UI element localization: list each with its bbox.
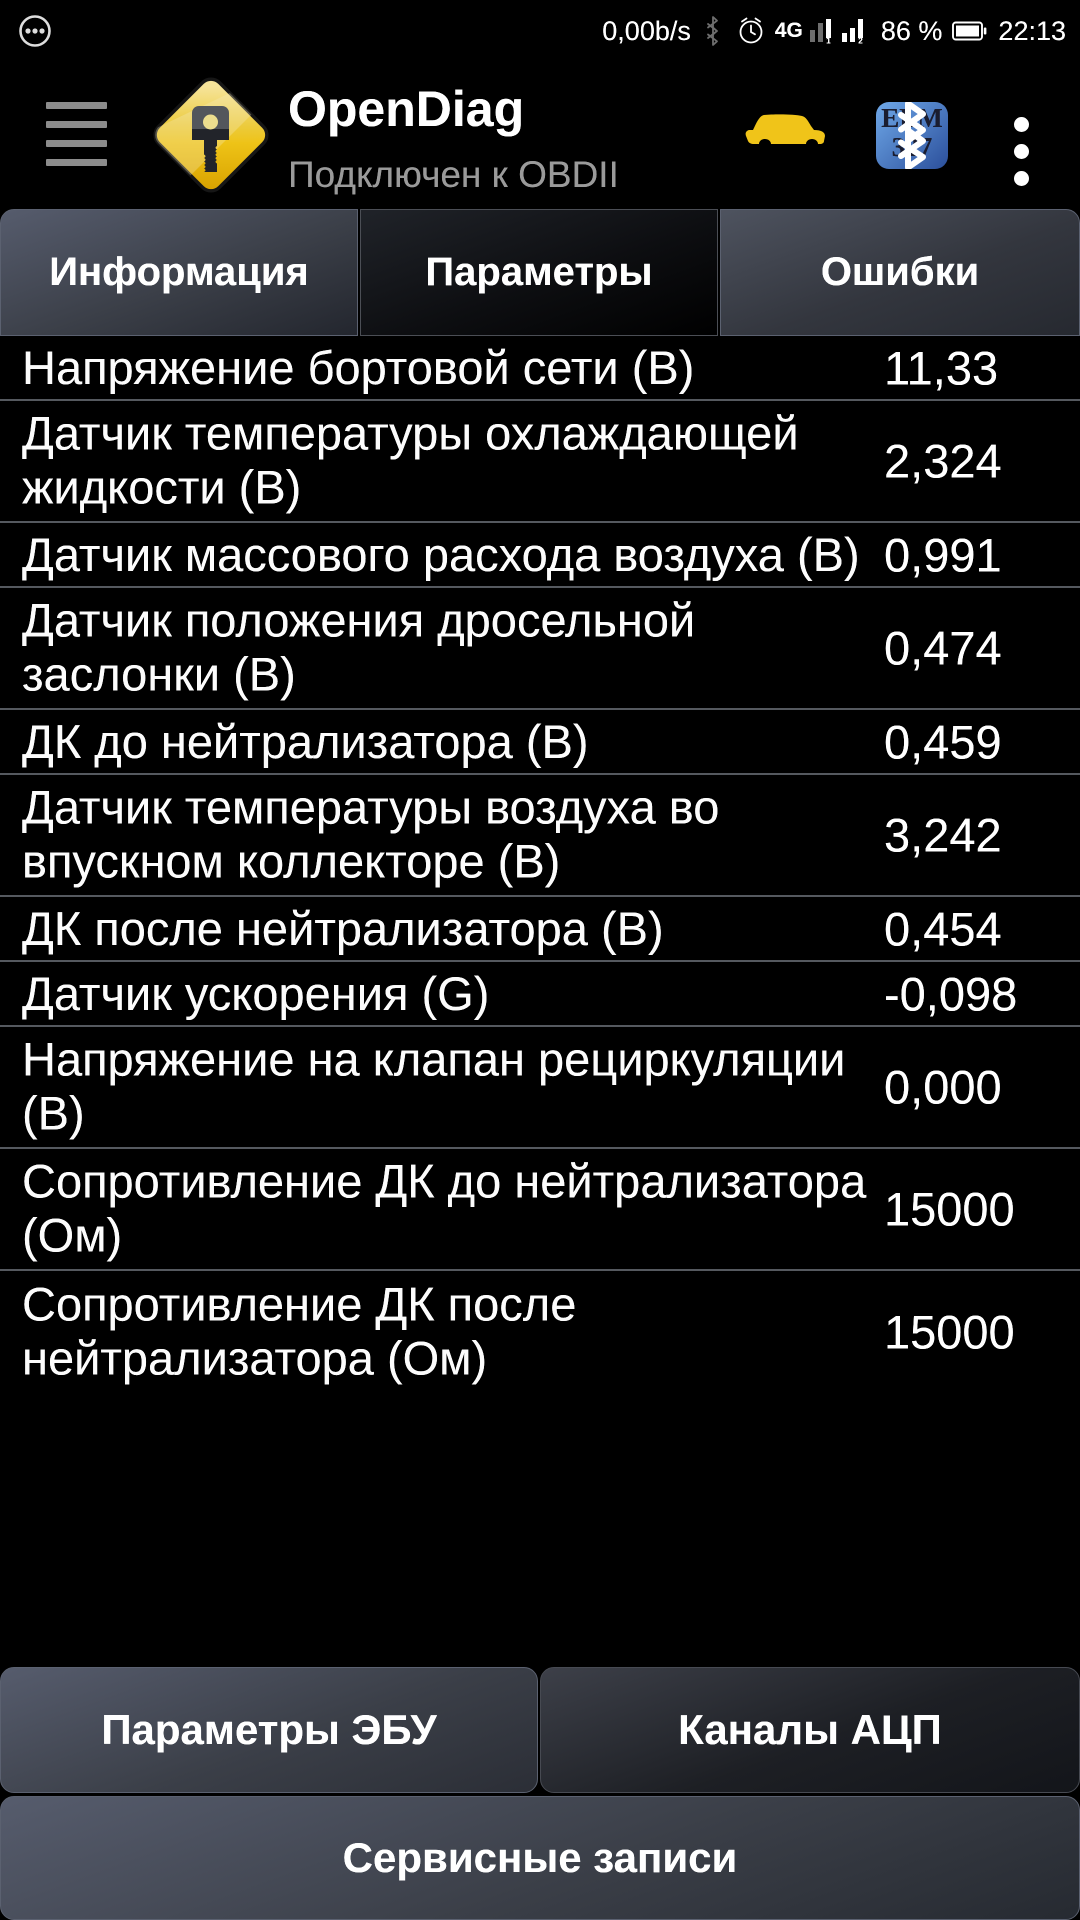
svg-text:2: 2: [858, 37, 863, 45]
svg-text:1: 1: [826, 37, 831, 45]
